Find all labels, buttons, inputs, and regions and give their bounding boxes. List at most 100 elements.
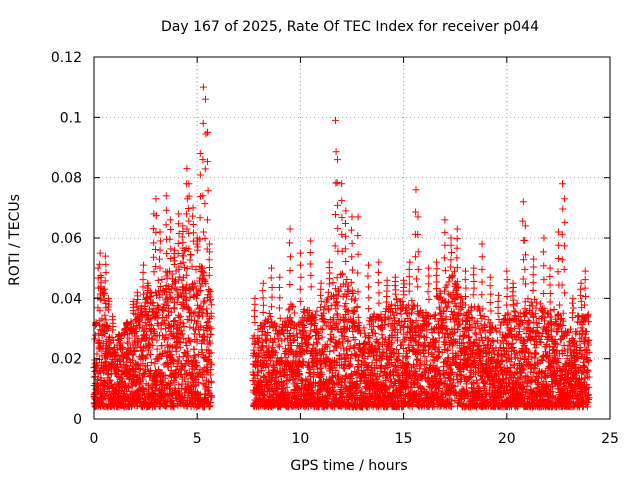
data-point bbox=[167, 308, 175, 316]
data-point bbox=[147, 358, 155, 366]
data-point bbox=[159, 371, 167, 379]
data-point bbox=[176, 312, 184, 320]
data-point bbox=[476, 311, 484, 319]
data-point bbox=[166, 380, 174, 388]
data-point bbox=[148, 299, 156, 307]
data-point bbox=[100, 385, 108, 393]
data-point bbox=[169, 295, 177, 303]
data-point bbox=[131, 348, 139, 356]
data-point bbox=[125, 355, 133, 363]
data-point bbox=[300, 307, 308, 315]
data-point bbox=[169, 318, 177, 326]
data-point bbox=[104, 371, 112, 379]
data-point bbox=[93, 361, 101, 369]
data-point bbox=[199, 268, 207, 276]
data-point bbox=[135, 317, 143, 325]
data-point bbox=[313, 307, 321, 315]
data-point bbox=[175, 334, 183, 342]
data-point bbox=[428, 349, 436, 357]
data-point bbox=[166, 385, 174, 393]
data-point bbox=[275, 343, 283, 351]
data-point bbox=[172, 286, 180, 294]
data-point bbox=[159, 378, 167, 386]
data-point bbox=[155, 331, 163, 339]
data-point bbox=[140, 370, 148, 378]
data-point bbox=[143, 352, 151, 360]
data-point bbox=[145, 316, 153, 324]
data-point bbox=[101, 378, 109, 386]
data-point bbox=[511, 308, 519, 316]
data-point bbox=[145, 346, 153, 354]
data-point bbox=[172, 347, 180, 355]
data-point bbox=[459, 339, 467, 347]
data-point bbox=[156, 293, 164, 301]
data-point bbox=[160, 307, 168, 315]
data-point bbox=[393, 296, 401, 304]
data-point bbox=[150, 305, 158, 313]
data-point bbox=[510, 307, 518, 315]
data-point bbox=[149, 299, 157, 307]
data-point bbox=[164, 298, 172, 306]
data-point bbox=[172, 267, 180, 275]
data-point bbox=[141, 302, 149, 310]
data-point bbox=[208, 393, 216, 401]
data-point bbox=[351, 350, 359, 358]
data-point bbox=[156, 282, 164, 290]
data-point bbox=[409, 301, 417, 309]
data-point bbox=[138, 347, 146, 355]
data-point bbox=[151, 360, 159, 368]
data-point bbox=[136, 365, 144, 373]
data-point bbox=[170, 305, 178, 313]
data-point bbox=[171, 317, 179, 325]
data-point bbox=[153, 291, 161, 299]
data-point bbox=[158, 341, 166, 349]
data-point bbox=[154, 355, 162, 363]
data-point bbox=[161, 374, 169, 382]
data-point bbox=[347, 361, 355, 369]
data-point bbox=[150, 327, 158, 335]
data-point bbox=[164, 363, 172, 371]
data-point bbox=[175, 381, 183, 389]
data-point bbox=[141, 319, 149, 327]
data-point bbox=[161, 317, 169, 325]
data-point bbox=[147, 315, 155, 323]
data-point bbox=[532, 350, 540, 358]
data-point bbox=[170, 403, 178, 411]
data-point bbox=[125, 334, 133, 342]
data-point bbox=[175, 313, 183, 321]
data-point bbox=[169, 357, 177, 365]
data-point bbox=[102, 316, 110, 324]
data-point bbox=[146, 320, 154, 328]
data-point bbox=[134, 402, 142, 410]
data-point bbox=[119, 344, 127, 352]
data-point bbox=[132, 328, 140, 336]
data-point bbox=[101, 311, 109, 319]
data-point bbox=[103, 366, 111, 374]
data-point bbox=[313, 338, 321, 346]
data-point bbox=[205, 287, 213, 295]
data-point bbox=[123, 338, 131, 346]
data-point bbox=[154, 276, 162, 284]
data-point bbox=[445, 278, 453, 286]
data-point bbox=[430, 312, 438, 320]
data-point bbox=[133, 344, 141, 352]
data-point bbox=[143, 389, 151, 397]
data-point bbox=[168, 351, 176, 359]
data-point bbox=[166, 321, 174, 329]
data-point bbox=[537, 300, 545, 308]
data-point bbox=[143, 362, 151, 370]
data-point bbox=[140, 326, 148, 334]
data-point bbox=[115, 366, 123, 374]
data-point bbox=[178, 330, 186, 338]
data-point bbox=[162, 291, 170, 299]
data-point bbox=[138, 306, 146, 314]
data-point bbox=[151, 378, 159, 386]
data-point bbox=[93, 375, 101, 383]
data-point bbox=[162, 331, 170, 339]
data-point bbox=[153, 345, 161, 353]
data-point bbox=[178, 362, 186, 370]
data-point bbox=[187, 251, 195, 259]
data-point bbox=[119, 358, 127, 366]
data-point bbox=[109, 336, 117, 344]
